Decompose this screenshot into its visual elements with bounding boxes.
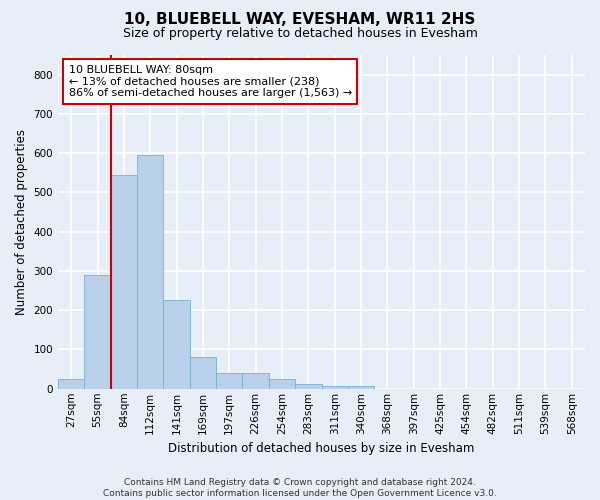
Bar <box>58 379 85 389</box>
X-axis label: Distribution of detached houses by size in Evesham: Distribution of detached houses by size … <box>169 442 475 455</box>
Text: Size of property relative to detached houses in Evesham: Size of property relative to detached ho… <box>122 28 478 40</box>
Bar <box>295 384 322 389</box>
Bar <box>85 275 111 389</box>
Bar <box>137 155 163 389</box>
Text: Contains HM Land Registry data © Crown copyright and database right 2024.
Contai: Contains HM Land Registry data © Crown c… <box>103 478 497 498</box>
Bar <box>216 373 242 389</box>
Bar <box>111 175 137 389</box>
Bar <box>348 386 374 389</box>
Text: 10, BLUEBELL WAY, EVESHAM, WR11 2HS: 10, BLUEBELL WAY, EVESHAM, WR11 2HS <box>124 12 476 28</box>
Bar <box>322 386 348 389</box>
Bar <box>163 300 190 389</box>
Bar <box>190 358 216 389</box>
Bar <box>242 373 269 389</box>
Text: 10 BLUEBELL WAY: 80sqm
← 13% of detached houses are smaller (238)
86% of semi-de: 10 BLUEBELL WAY: 80sqm ← 13% of detached… <box>68 65 352 98</box>
Y-axis label: Number of detached properties: Number of detached properties <box>15 129 28 315</box>
Bar <box>269 379 295 389</box>
